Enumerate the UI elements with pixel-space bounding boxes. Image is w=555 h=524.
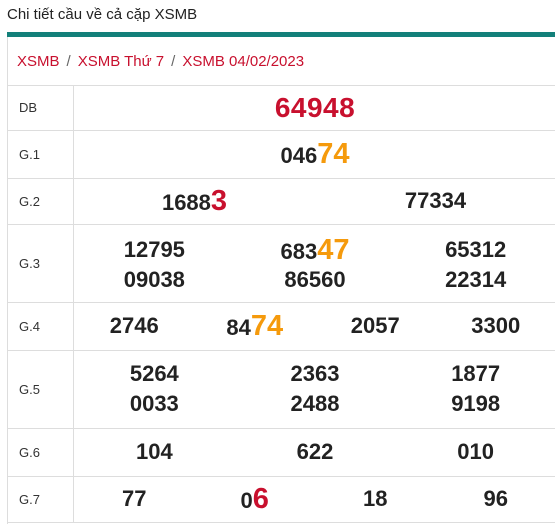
prize-number: 8474 [226, 309, 284, 342]
special-prize-number: 64948 [274, 91, 356, 123]
prize-values: 16883 77334 [73, 178, 555, 225]
highlight-digits: 3 [210, 184, 228, 217]
prize-number: 2746 [109, 313, 159, 338]
breadcrumb-link-xsmb[interactable]: XSMB [17, 52, 60, 70]
highlight-digits: 47 [317, 233, 350, 266]
prize-label: G.7 [8, 476, 74, 523]
accent-bar [7, 32, 555, 37]
prize-values: 104 622 010 [73, 428, 555, 477]
results-table: DB 64948 G.1 04674 G.2 16883 77334 [8, 86, 555, 523]
prize-number: 010 [457, 439, 495, 464]
breadcrumb-link-date[interactable]: XSMB 04/02/2023 [182, 52, 305, 70]
prize-number: 3300 [471, 313, 521, 338]
row-g3: G.3 12795 68347 65312 09038 86560 22314 [8, 224, 555, 303]
page-title: Chi tiết cầu về cả cặp XSMB [7, 6, 198, 23]
prize-number: 1877 [451, 361, 501, 386]
prize-number: 104 [135, 439, 173, 464]
prize-number: 09038 [123, 266, 185, 292]
prize-number: 16883 [161, 184, 228, 217]
prize-number: 65312 [445, 237, 507, 262]
breadcrumb-separator: / [171, 52, 176, 70]
prize-number: 22314 [445, 266, 507, 292]
prize-values: 64948 [73, 86, 555, 131]
row-g7: G.7 77 06 18 96 [8, 476, 555, 523]
row-g6: G.6 104 622 010 [8, 428, 555, 477]
row-g1: G.1 04674 [8, 130, 555, 179]
prize-label: G.2 [8, 178, 74, 225]
prize-label: G.5 [8, 350, 74, 429]
row-g4: G.4 2746 8474 2057 3300 [8, 302, 555, 351]
prize-number: 86560 [284, 266, 346, 292]
prize-values: 5264 2363 1877 0033 2488 9198 [73, 350, 555, 429]
prize-number: 77334 [404, 188, 467, 213]
row-g5: G.5 5264 2363 1877 0033 2488 9198 [8, 350, 555, 429]
row-g2: G.2 16883 77334 [8, 178, 555, 225]
highlight-digits: 6 [252, 482, 269, 515]
prize-number: 77 [122, 486, 147, 511]
highlight-digits: 74 [317, 137, 350, 170]
prize-number: 9198 [451, 391, 501, 416]
prize-number: 18 [363, 486, 388, 511]
breadcrumb-link-weekday[interactable]: XSMB Thứ 7 [77, 52, 165, 70]
prize-number: 06 [240, 482, 269, 515]
prize-label: G.3 [8, 224, 74, 303]
prize-number: 96 [483, 486, 508, 511]
prize-number: 2057 [350, 313, 400, 338]
prize-values: 77 06 18 96 [73, 476, 555, 523]
breadcrumb-separator: / [66, 52, 71, 70]
prize-label: G.6 [8, 428, 74, 477]
prize-number: 2488 [290, 391, 340, 416]
prize-values: 12795 68347 65312 09038 86560 22314 [73, 224, 555, 303]
prize-label: G.4 [8, 302, 74, 351]
prize-values: 04674 [73, 130, 555, 179]
prize-number: 622 [296, 439, 334, 464]
results-box: XSMB / XSMB Thứ 7 / XSMB 04/02/2023 DB 6… [7, 37, 555, 524]
prize-number: 0033 [129, 391, 179, 416]
breadcrumb: XSMB / XSMB Thứ 7 / XSMB 04/02/2023 [8, 37, 555, 86]
prize-number: 5264 [129, 361, 179, 386]
row-db: DB 64948 [8, 86, 555, 131]
prize-number: 68347 [280, 233, 350, 266]
prize-label: DB [8, 86, 74, 131]
prize-number: 04674 [280, 137, 350, 170]
highlight-digits: 74 [250, 309, 284, 342]
prize-values: 2746 8474 2057 3300 [73, 302, 555, 351]
prize-number: 2363 [290, 361, 340, 386]
prize-number: 12795 [123, 237, 185, 262]
prize-label: G.1 [8, 130, 74, 179]
